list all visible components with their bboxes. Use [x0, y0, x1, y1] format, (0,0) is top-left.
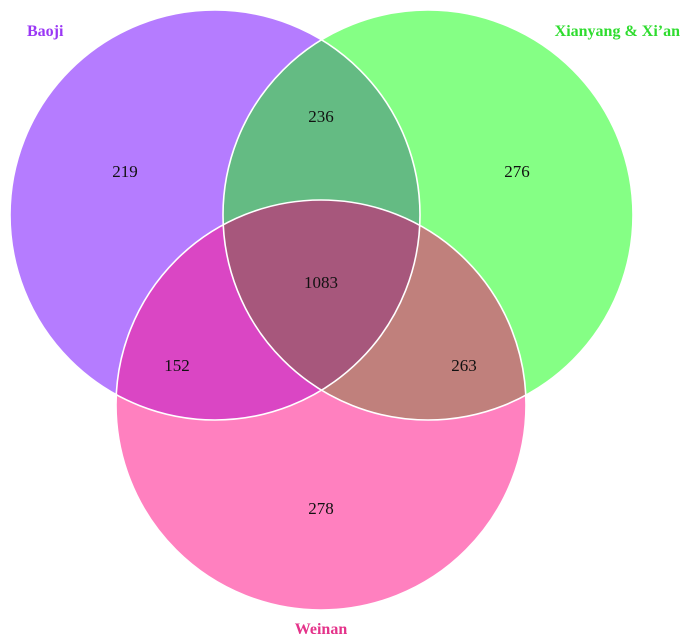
outline-weinan	[115, 199, 527, 611]
count-baoji-only: 219	[112, 162, 138, 181]
count-baoji-weinan: 152	[164, 356, 190, 375]
count-xianyang-weinan: 263	[451, 356, 477, 375]
outline-baoji	[9, 9, 421, 421]
count-xianyang-only: 276	[504, 162, 530, 181]
label-baoji: Baoji	[27, 23, 64, 40]
count-baoji-xianyang: 236	[308, 107, 334, 126]
count-all-three: 1083	[304, 273, 338, 292]
outline-xianyang-xian	[222, 9, 634, 421]
circle-outlines	[9, 9, 634, 611]
count-weinan-only: 278	[308, 499, 334, 518]
label-weinan: Weinan	[295, 621, 348, 638]
label-xianyang-xian: Xianyang & Xi’an	[555, 23, 680, 40]
